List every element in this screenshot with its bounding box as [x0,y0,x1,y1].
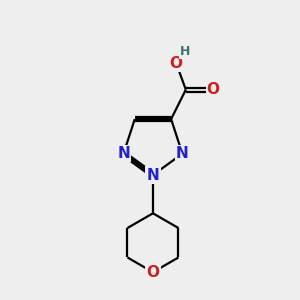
Text: N: N [117,146,130,161]
Text: O: O [169,56,182,71]
Text: H: H [180,45,190,58]
Text: N: N [147,167,159,182]
Text: O: O [146,265,159,280]
Text: N: N [176,146,189,161]
Text: O: O [207,82,220,97]
